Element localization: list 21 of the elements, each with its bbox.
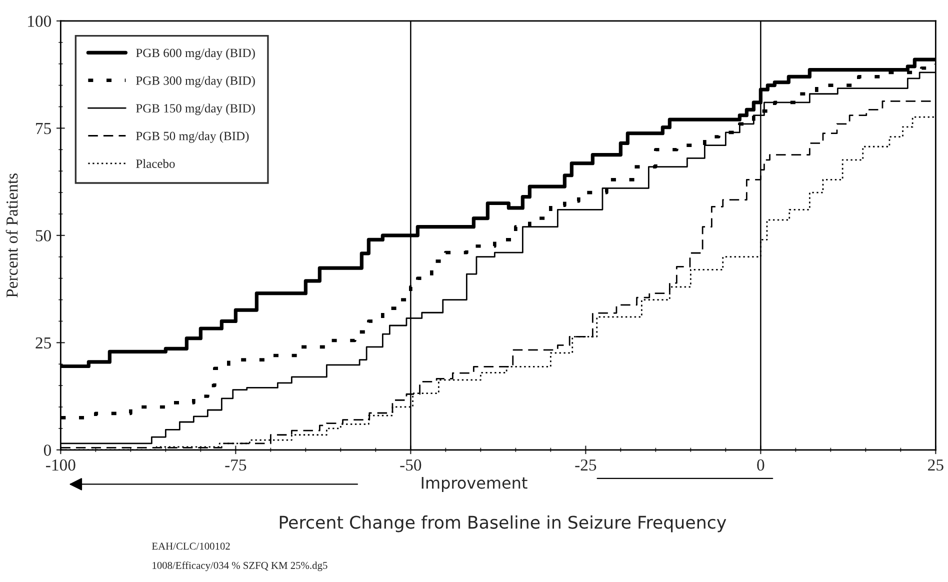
x-tick-label: -50 bbox=[400, 459, 422, 471]
x-axis-title: Percent Change from Baseline in Seizure Frequency bbox=[280, 515, 726, 532]
text: EAH/CLC/100102 bbox=[152, 542, 230, 550]
legend-label: PGB 300 mg/day (BID) bbox=[136, 76, 255, 88]
legend-label: PGB 50 mg/day (BID) bbox=[136, 131, 249, 143]
y-tick-label: 25 bbox=[36, 337, 51, 349]
y-tick-label: 0 bbox=[44, 444, 52, 456]
y-axis-title: Percent of Patients bbox=[6, 174, 18, 298]
legend-label: PGB 150 mg/day (BID) bbox=[136, 104, 255, 116]
x-tick-label: -25 bbox=[575, 459, 596, 471]
legend-label: Placebo bbox=[136, 159, 175, 168]
x-tick-label: -75 bbox=[225, 460, 246, 471]
x-tick-label: 25 bbox=[928, 459, 944, 471]
text: 1008/Efficacy/034 % SZFQ KM 25%.dg5 bbox=[152, 561, 328, 572]
legend-label: PGB 600 mg/day (BID) bbox=[136, 48, 255, 60]
x-tick-label: 0 bbox=[757, 459, 764, 471]
y-tick-label: 100 bbox=[28, 16, 52, 27]
text: Improvement bbox=[422, 476, 528, 492]
y-tick-label: 75 bbox=[36, 123, 51, 134]
x-tick-label: -100 bbox=[46, 459, 76, 471]
y-tick-label: 50 bbox=[36, 230, 52, 242]
